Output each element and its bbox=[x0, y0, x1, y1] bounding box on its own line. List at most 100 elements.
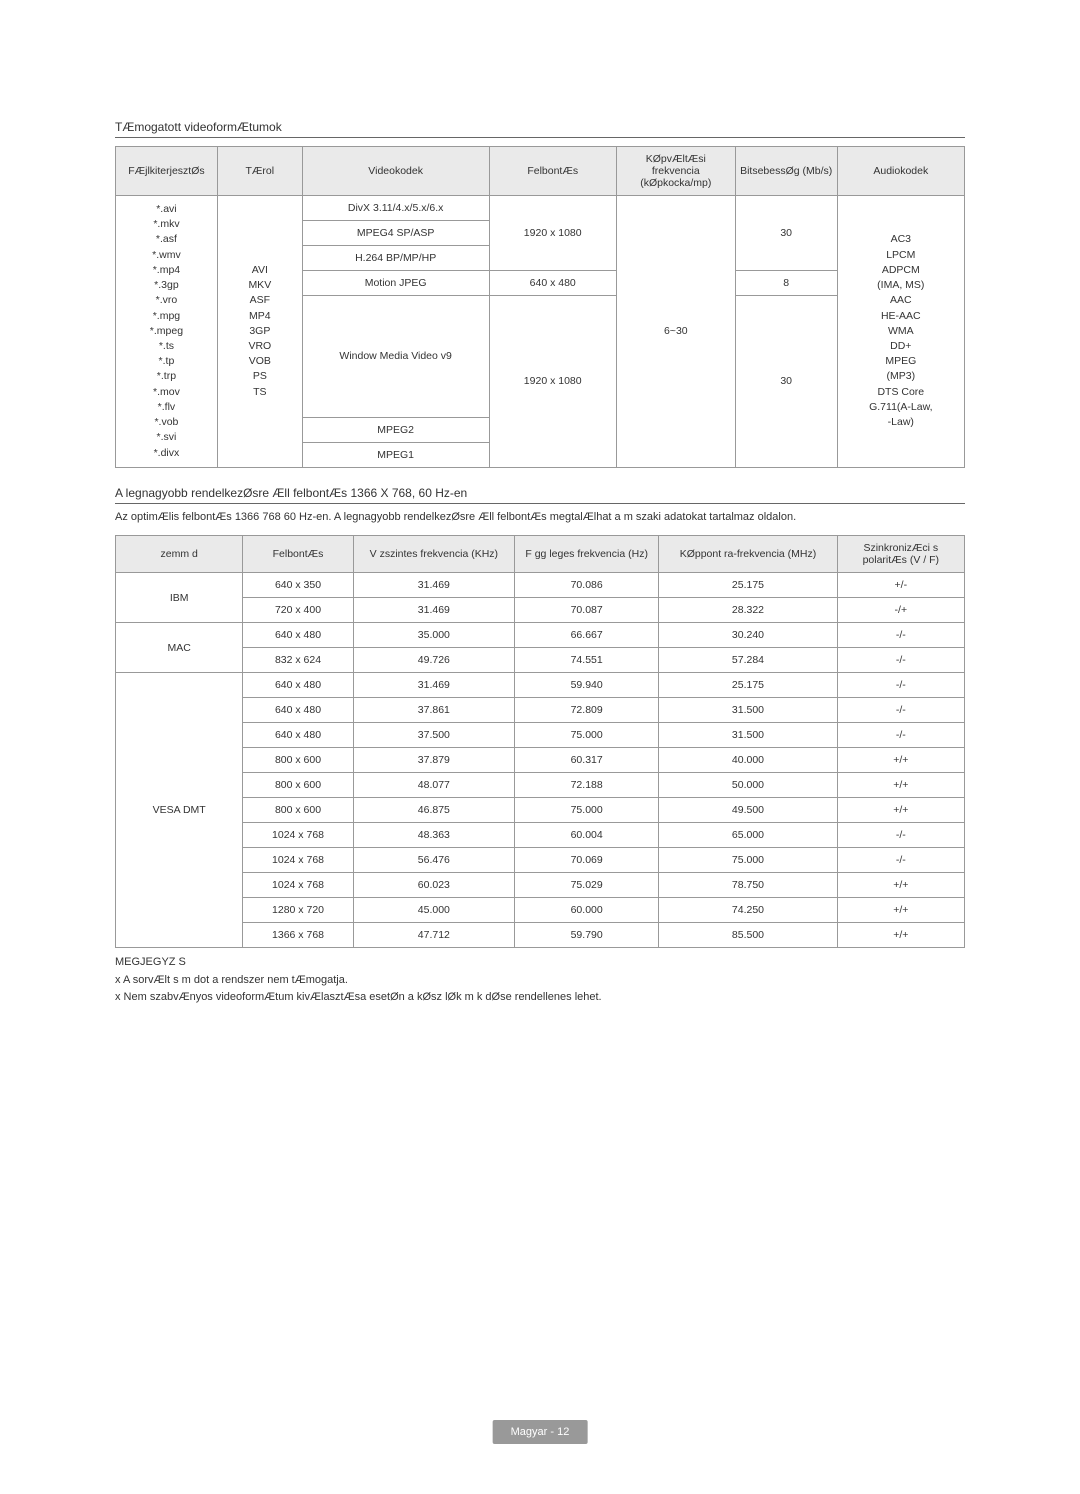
cell-value: 832 x 624 bbox=[243, 648, 353, 673]
cell-value: 85.500 bbox=[659, 923, 837, 948]
col-sync: SzinkronizÆci s polaritÆs (V / F) bbox=[837, 536, 964, 573]
table-row: 1280 x 72045.00060.00074.250+/+ bbox=[116, 898, 965, 923]
cell-value: 60.000 bbox=[515, 898, 659, 923]
cell-value: 70.069 bbox=[515, 848, 659, 873]
cell-value: 49.500 bbox=[659, 798, 837, 823]
cell-container: AVI MKV ASF MP4 3GP VRO VOB PS TS bbox=[217, 196, 302, 468]
cell-value: -/- bbox=[837, 848, 964, 873]
cell-value: 74.551 bbox=[515, 648, 659, 673]
col-hf: V zszintes frekvencia (KHz) bbox=[353, 536, 514, 573]
col-mode: zemm d bbox=[116, 536, 243, 573]
cell-value: 37.879 bbox=[353, 748, 514, 773]
col-acod: Audiokodek bbox=[837, 147, 964, 196]
cell-value: 1366 x 768 bbox=[243, 923, 353, 948]
table-row: 640 x 48037.50075.00031.500-/- bbox=[116, 723, 965, 748]
cell-value: 70.087 bbox=[515, 598, 659, 623]
cell-value: 66.667 bbox=[515, 623, 659, 648]
cell-value: 72.188 bbox=[515, 773, 659, 798]
cell-value: +/+ bbox=[837, 873, 964, 898]
cell-res: 1920 x 1080 bbox=[489, 296, 616, 468]
cell-value: 60.004 bbox=[515, 823, 659, 848]
col-res: FelbontÆs bbox=[243, 536, 353, 573]
col-ext: FÆjlkiterjesztØs bbox=[116, 147, 218, 196]
cell-value: -/+ bbox=[837, 598, 964, 623]
cell-value: 31.469 bbox=[353, 573, 514, 598]
cell-value: 59.940 bbox=[515, 673, 659, 698]
table-header-row: FÆjlkiterjesztØs TÆrol Videokodek Felbon… bbox=[116, 147, 965, 196]
cell-value: 640 x 480 bbox=[243, 673, 353, 698]
cell-value: 640 x 350 bbox=[243, 573, 353, 598]
cell-value: 28.322 bbox=[659, 598, 837, 623]
cell-value: +/+ bbox=[837, 773, 964, 798]
cell-value: 72.809 bbox=[515, 698, 659, 723]
notes-block: MEGJEGYZ S x A sorvÆlt s m dot a rendsze… bbox=[115, 956, 965, 1005]
cell-value: 75.000 bbox=[515, 723, 659, 748]
cell-value: 640 x 480 bbox=[243, 723, 353, 748]
cell-value: 75.000 bbox=[659, 848, 837, 873]
cell-value: 75.029 bbox=[515, 873, 659, 898]
cell-value: +/+ bbox=[837, 748, 964, 773]
cell-value: 31.469 bbox=[353, 598, 514, 623]
table-row: 1024 x 76848.36360.00465.000-/- bbox=[116, 823, 965, 848]
cell-value: 47.712 bbox=[353, 923, 514, 948]
col-vf: F gg leges frekvencia (Hz) bbox=[515, 536, 659, 573]
col-vcod: Videokodek bbox=[302, 147, 489, 196]
cell-value: 31.500 bbox=[659, 698, 837, 723]
cell-codec: MPEG2 bbox=[302, 417, 489, 442]
cell-value: 31.500 bbox=[659, 723, 837, 748]
cell-value: 48.077 bbox=[353, 773, 514, 798]
resolution-section-desc: Az optimÆlis felbontÆs 1366 768 60 Hz-en… bbox=[115, 510, 965, 525]
cell-value: 74.250 bbox=[659, 898, 837, 923]
cell-value: 720 x 400 bbox=[243, 598, 353, 623]
video-formats-table: FÆjlkiterjesztØs TÆrol Videokodek Felbon… bbox=[115, 146, 965, 468]
cell-value: 30.240 bbox=[659, 623, 837, 648]
notes-line: x Nem szabvÆnyos videoformÆtum kivÆlaszt… bbox=[115, 989, 965, 1006]
cell-audio: AC3 LPCM ADPCM (IMA, MS) AAC HE-AAC WMA … bbox=[837, 196, 964, 468]
table-row: 832 x 62449.72674.55157.284-/- bbox=[116, 648, 965, 673]
cell-value: 1024 x 768 bbox=[243, 873, 353, 898]
col-bit: BitsebessØg (Mb/s) bbox=[735, 147, 837, 196]
cell-value: 60.317 bbox=[515, 748, 659, 773]
col-cont: TÆrol bbox=[217, 147, 302, 196]
cell-value: 31.469 bbox=[353, 673, 514, 698]
cell-codec: Window Media Video v9 bbox=[302, 296, 489, 418]
cell-res: 640 x 480 bbox=[489, 271, 616, 296]
cell-value: -/- bbox=[837, 648, 964, 673]
table-row: 640 x 48037.86172.80931.500-/- bbox=[116, 698, 965, 723]
col-res: FelbontÆs bbox=[489, 147, 616, 196]
cell-codec: DivX 3.11/4.x/5.x/6.x bbox=[302, 196, 489, 221]
table-row: MAC640 x 48035.00066.66730.240-/- bbox=[116, 623, 965, 648]
cell-value: 56.476 bbox=[353, 848, 514, 873]
table-row: 1024 x 76860.02375.02978.750+/+ bbox=[116, 873, 965, 898]
cell-value: 65.000 bbox=[659, 823, 837, 848]
cell-value: -/- bbox=[837, 823, 964, 848]
cell-value: 37.861 bbox=[353, 698, 514, 723]
table-header-row: zemm d FelbontÆs V zszintes frekvencia (… bbox=[116, 536, 965, 573]
cell-value: 800 x 600 bbox=[243, 773, 353, 798]
cell-value: 59.790 bbox=[515, 923, 659, 948]
cell-value: 57.284 bbox=[659, 648, 837, 673]
cell-value: 25.175 bbox=[659, 573, 837, 598]
table-row: 1366 x 76847.71259.79085.500+/+ bbox=[116, 923, 965, 948]
resolution-section-title: A legnagyobb rendelkezØsre Æll felbontÆs… bbox=[115, 486, 965, 504]
table-row: 720 x 40031.46970.08728.322-/+ bbox=[116, 598, 965, 623]
cell-value: 640 x 480 bbox=[243, 623, 353, 648]
cell-value: 800 x 600 bbox=[243, 798, 353, 823]
cell-bitrate: 30 bbox=[735, 296, 837, 468]
table-row: *.avi *.mkv *.asf *.wmv *.mp4 *.3gp *.vr… bbox=[116, 196, 965, 221]
cell-value: 640 x 480 bbox=[243, 698, 353, 723]
cell-value: 48.363 bbox=[353, 823, 514, 848]
table-row: 800 x 60048.07772.18850.000+/+ bbox=[116, 773, 965, 798]
cell-value: 1280 x 720 bbox=[243, 898, 353, 923]
col-pix: KØppont ra-frekvencia (MHz) bbox=[659, 536, 837, 573]
notes-title: MEGJEGYZ S bbox=[115, 956, 965, 968]
cell-value: 50.000 bbox=[659, 773, 837, 798]
cell-value: +/+ bbox=[837, 798, 964, 823]
table-row: 800 x 60037.87960.31740.000+/+ bbox=[116, 748, 965, 773]
cell-value: 60.023 bbox=[353, 873, 514, 898]
cell-value: 78.750 bbox=[659, 873, 837, 898]
cell-value: 70.086 bbox=[515, 573, 659, 598]
cell-value: 45.000 bbox=[353, 898, 514, 923]
cell-value: 800 x 600 bbox=[243, 748, 353, 773]
cell-mode: VESA DMT bbox=[116, 673, 243, 948]
